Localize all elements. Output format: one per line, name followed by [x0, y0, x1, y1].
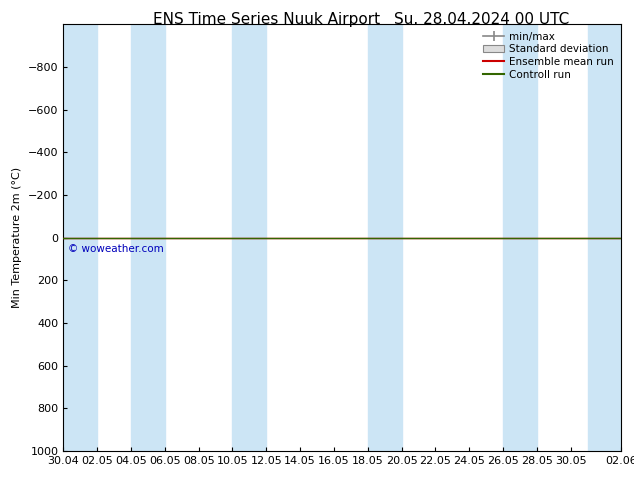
Legend: min/max, Standard deviation, Ensemble mean run, Controll run: min/max, Standard deviation, Ensemble me…	[479, 27, 618, 84]
Text: Su. 28.04.2024 00 UTC: Su. 28.04.2024 00 UTC	[394, 12, 569, 27]
Y-axis label: Min Temperature 2m (°C): Min Temperature 2m (°C)	[13, 167, 22, 308]
Text: © woweather.com: © woweather.com	[68, 244, 164, 254]
Bar	[368, 24, 401, 451]
Bar	[131, 24, 165, 451]
Bar	[588, 24, 621, 451]
Text: ENS Time Series Nuuk Airport: ENS Time Series Nuuk Airport	[153, 12, 380, 27]
Bar	[233, 24, 266, 451]
Bar	[503, 24, 537, 451]
Bar	[63, 24, 97, 451]
